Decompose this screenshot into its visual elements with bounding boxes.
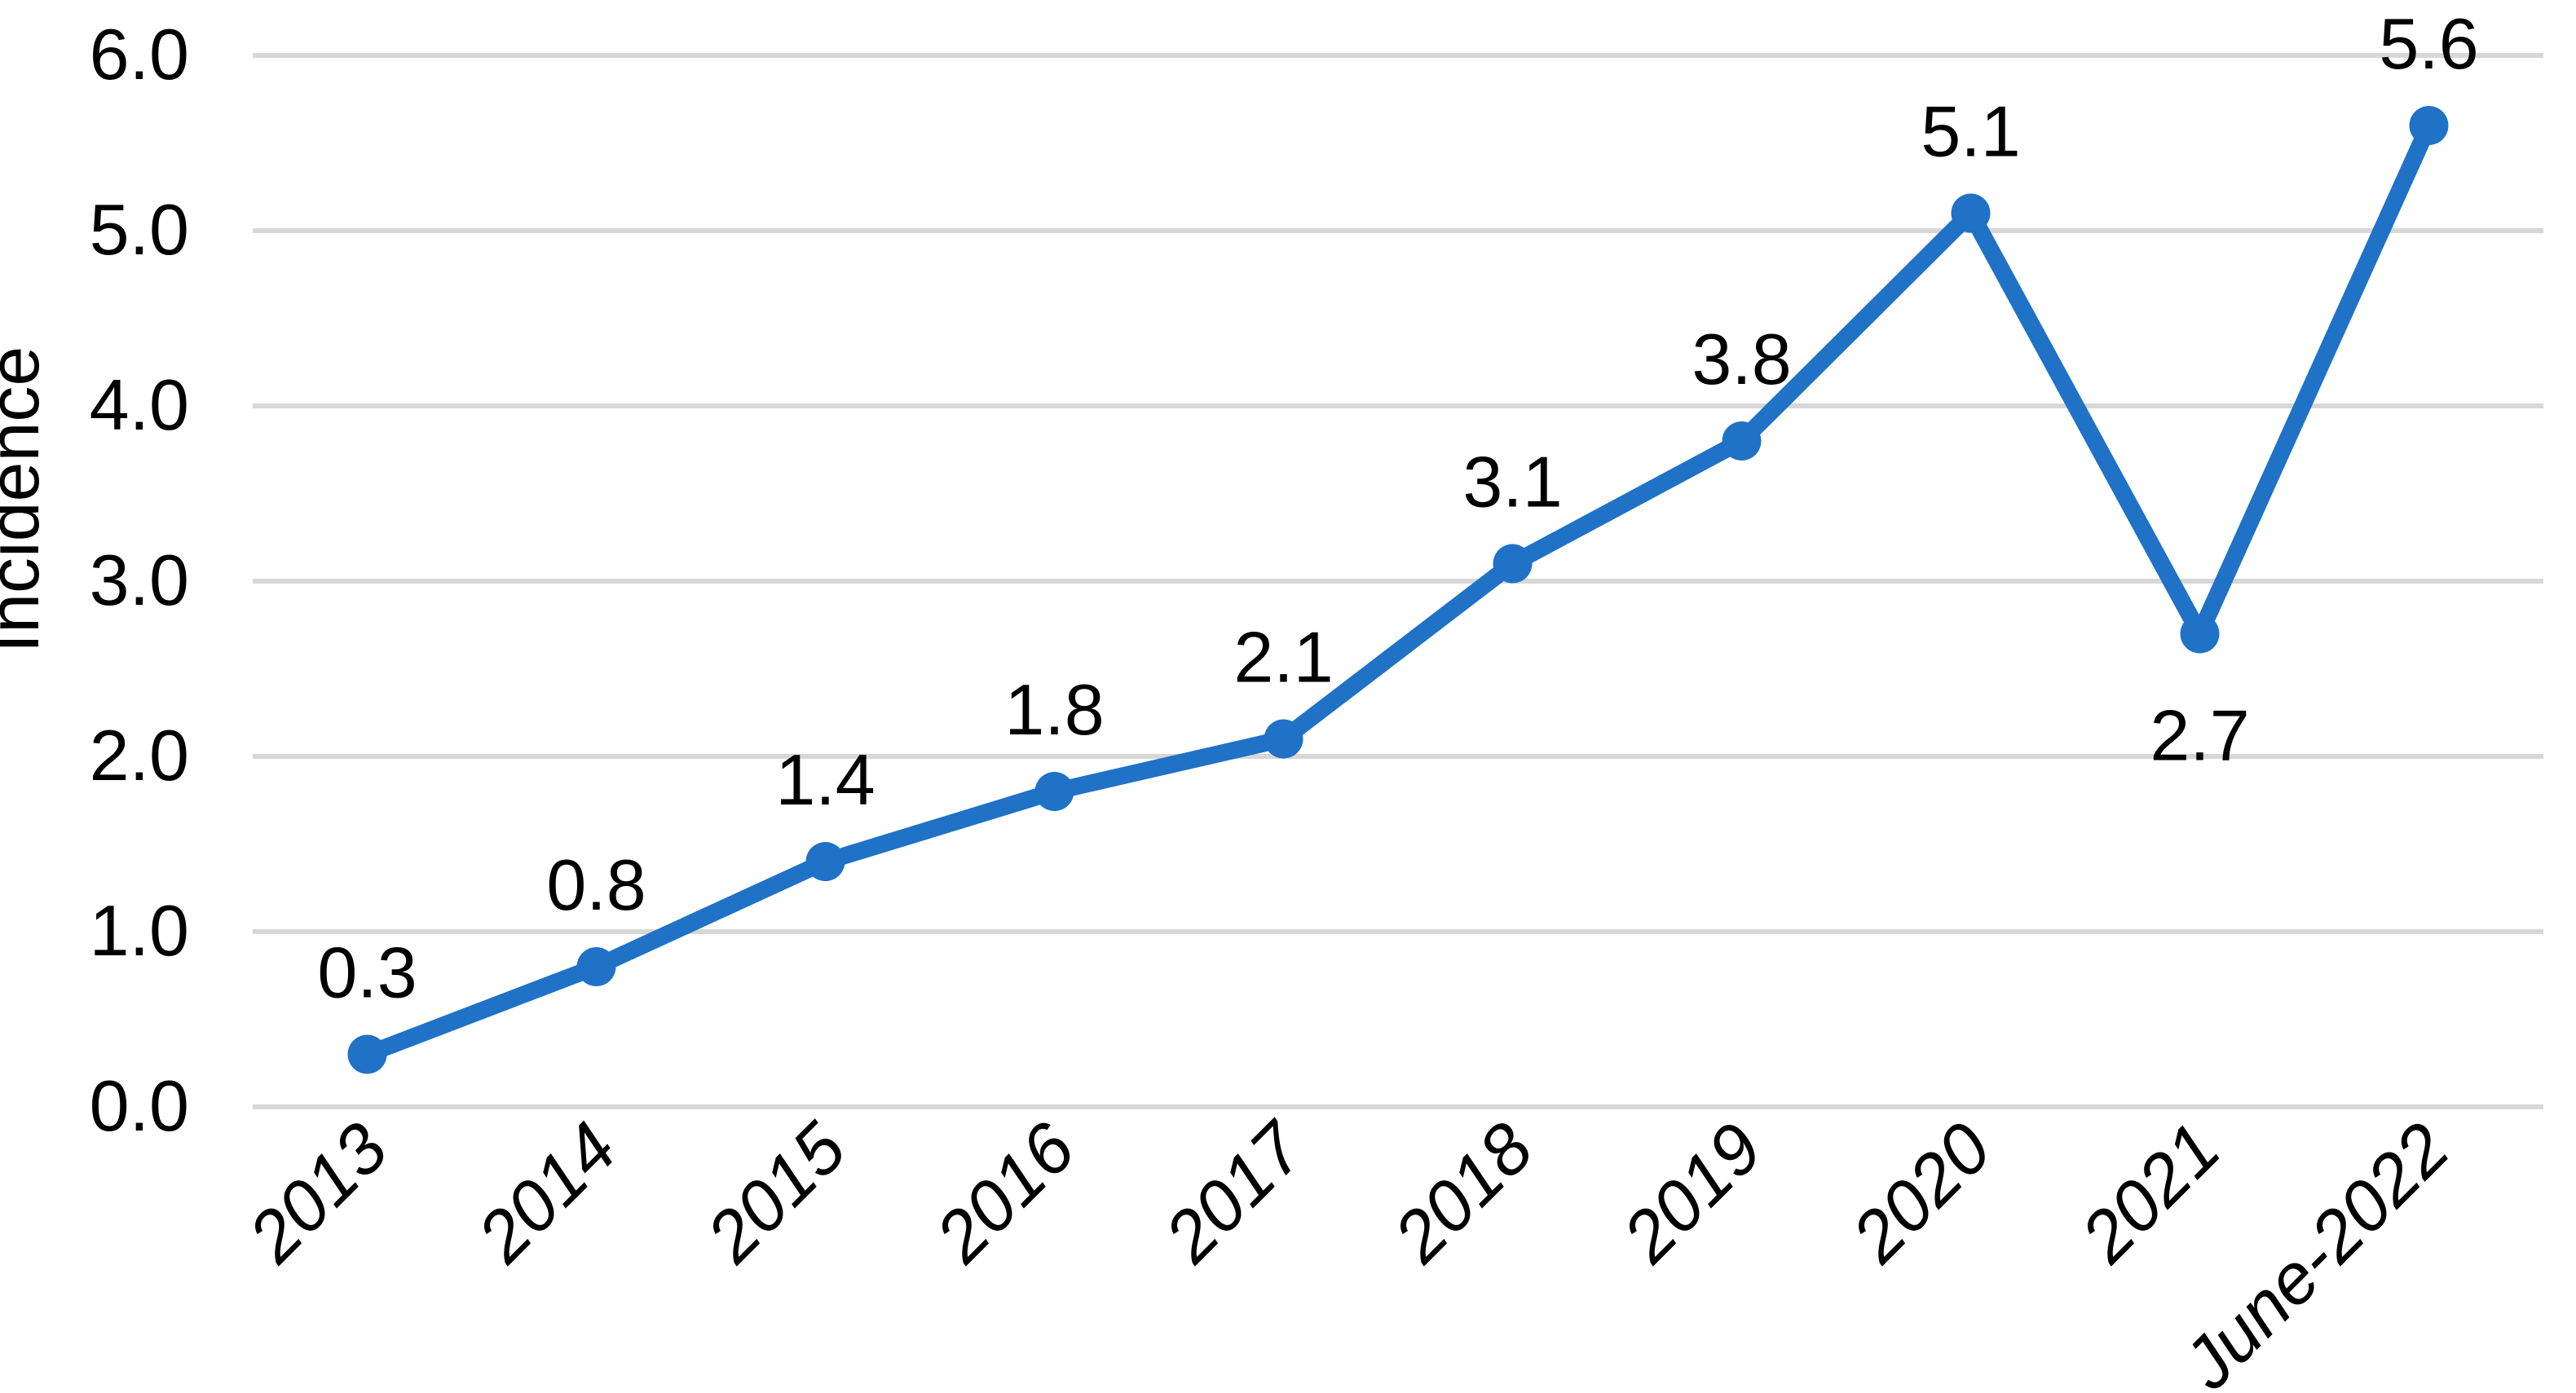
x-tick-label: 2021 (2065, 1107, 2235, 1277)
data-label: 3.8 (1692, 319, 1791, 399)
data-point-marker (805, 842, 845, 881)
data-point-marker (1951, 193, 1991, 233)
x-tick-label: 2020 (1836, 1107, 2006, 1277)
data-point-marker (576, 947, 616, 986)
x-tick-label: 2016 (920, 1107, 1090, 1277)
y-tick-label: 5.0 (90, 189, 189, 270)
y-tick-label: 4.0 (90, 364, 189, 445)
data-point-marker (1722, 421, 1762, 461)
data-point-marker (1034, 772, 1074, 811)
y-tick-label: 1.0 (90, 890, 189, 971)
data-point-marker (2180, 614, 2220, 654)
x-tick-label: 2017 (1149, 1105, 1321, 1277)
x-tick-labels-group: 2013 2014 2015 2016 2017 2018 2019 2020 2021June… (232, 1105, 2464, 1393)
x-tick-label: 2014 (461, 1107, 632, 1277)
data-point-marker (1493, 544, 1533, 584)
data-label: 1.4 (775, 739, 875, 820)
data-label: 0.3 (317, 932, 417, 1013)
data-point-marker (1264, 719, 1303, 759)
data-point-marker (2409, 106, 2449, 145)
data-point-marker (347, 1034, 387, 1074)
data-label: 5.1 (1921, 91, 2020, 172)
y-tick-labels-group: 0.0 1.0 2.0 3.0 4.0 5.0 6.0 (90, 14, 189, 1146)
gridlines-group (253, 53, 2543, 1109)
y-axis-title: Incidence (0, 346, 54, 654)
data-labels-group: 0.3 0.8 1.4 1.8 2.1 3.1 3.8 5.1 2.7 5.6 (317, 3, 2478, 1013)
data-label: 2.7 (2150, 695, 2249, 776)
x-tick-label: 2018 (1378, 1107, 1548, 1277)
data-label: 3.1 (1462, 442, 1562, 522)
data-label: 2.1 (1233, 617, 1333, 698)
data-label: 5.6 (2379, 3, 2478, 84)
y-tick-label: 6.0 (90, 14, 189, 95)
y-tick-label: 3.0 (90, 540, 189, 620)
y-tick-label: 0.0 (90, 1065, 189, 1146)
data-label: 1.8 (1004, 669, 1104, 750)
x-tick-label: 2019 (1607, 1107, 1777, 1277)
y-tick-label: 2.0 (90, 715, 189, 796)
data-points-group (347, 106, 2449, 1074)
incidence-series-line (359, 117, 2437, 1063)
x-tick-label: 2013 (232, 1107, 403, 1277)
data-label: 0.8 (546, 844, 646, 925)
x-tick-label: 2015 (690, 1107, 862, 1278)
